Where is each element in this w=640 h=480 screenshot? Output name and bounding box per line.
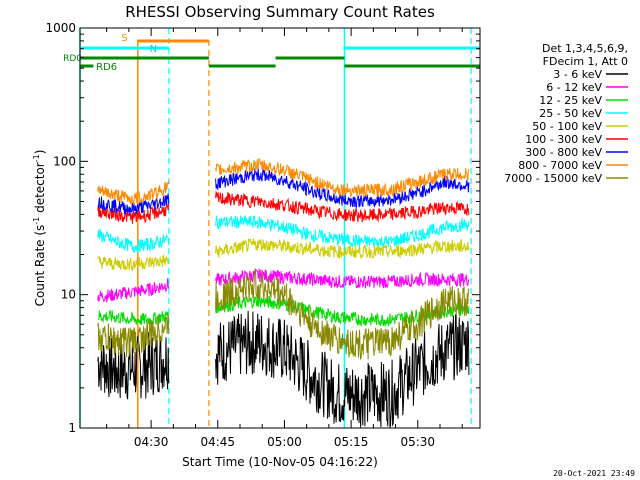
y-axis-label: Count Rate (s-1 detector-1) (32, 150, 47, 307)
series-line (215, 268, 470, 361)
legend-entry: 3 - 6 keV (553, 68, 602, 81)
series-line (215, 157, 470, 198)
series-line (97, 202, 170, 224)
x-tick-label: 05:00 (267, 435, 302, 449)
flag-label-rd6: RD6 (96, 62, 117, 73)
legend-entry: 800 - 7000 keV (518, 159, 602, 172)
flag-label-s: S (121, 33, 127, 44)
legend-entry: 25 - 50 keV (539, 107, 602, 120)
x-tick-label: 04:45 (200, 435, 235, 449)
series-line (215, 267, 470, 289)
x-axis-label: Start Time (10-Nov-05 04:16:22) (182, 455, 378, 469)
series-line (97, 278, 170, 303)
y-tick-label: 1000 (45, 21, 76, 35)
x-tick-label: 04:30 (134, 435, 169, 449)
series-line (97, 228, 170, 255)
y-tick-label: 100 (53, 154, 76, 168)
series-line (215, 215, 470, 249)
legend-entry: 100 - 300 keV (525, 133, 602, 146)
legend-entry: 7000 - 15000 keV (504, 172, 602, 185)
y-axis-label-main: Count Rate (s (33, 225, 47, 307)
y-axis-label-end: ) (33, 150, 47, 155)
y-axis-label-mid: detector (33, 162, 47, 217)
legend-header: Det 1,3,4,5,6,9, (542, 42, 628, 55)
series-line (97, 313, 170, 357)
series-line (97, 180, 170, 206)
timestamp: 20-Oct-2021 23:49 (553, 469, 635, 478)
legend-entry: 12 - 25 keV (539, 94, 602, 107)
series-line (215, 238, 470, 260)
x-tick-label: 05:15 (334, 435, 369, 449)
y-tick-label: 10 (61, 288, 76, 302)
x-tick-label: 05:30 (400, 435, 435, 449)
legend-entry: 6 - 12 keV (546, 81, 602, 94)
plot-frame (79, 27, 481, 429)
legend-entry: 50 - 100 keV (532, 120, 602, 133)
series-line (97, 310, 170, 326)
chart-title: RHESSI Observing Summary Count Rates (125, 3, 435, 21)
legend-entry: 300 - 800 keV (525, 146, 602, 159)
plot-area (79, 28, 472, 429)
series-line (97, 253, 170, 272)
series-line (215, 167, 470, 210)
legend-header: FDecim 1, Att 0 (543, 55, 628, 68)
series-line (215, 310, 470, 429)
series-line (215, 190, 470, 223)
series-line (97, 193, 170, 215)
axes: 1 10 100 1000 04:30 04:45 05:00 05:15 05:30 (45, 21, 481, 449)
flag-bars: S N RD0 RD6 (63, 33, 480, 73)
flag-label-rd0: RD0 (63, 54, 82, 64)
legend: Det 1,3,4,5,6,9,FDecim 1, Att 03 - 6 keV… (504, 42, 628, 185)
flag-label-n: N (150, 44, 157, 55)
y-tick-label: 1 (68, 421, 76, 435)
y-axis-label-sup2: -1 (32, 154, 41, 162)
series-line (97, 332, 170, 400)
y-axis-label-sup1: -1 (32, 217, 41, 225)
